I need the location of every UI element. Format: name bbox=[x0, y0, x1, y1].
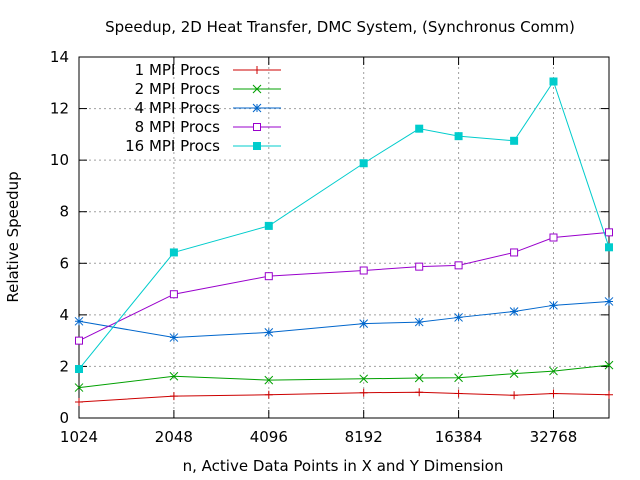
data-point bbox=[264, 328, 274, 337]
x-tick-label: 16384 bbox=[435, 428, 483, 446]
data-point bbox=[549, 233, 558, 242]
data-point bbox=[454, 132, 463, 141]
data-point bbox=[253, 142, 261, 150]
data-point bbox=[359, 159, 368, 168]
y-tick-label: 10 bbox=[50, 151, 69, 169]
data-point bbox=[454, 389, 463, 398]
series-line bbox=[78, 231, 610, 342]
series-line bbox=[78, 391, 610, 403]
data-point bbox=[415, 388, 424, 397]
legend-label: 8 MPI Procs bbox=[135, 118, 221, 136]
data-point bbox=[549, 366, 558, 376]
x-axis-label: n, Active Data Points in X and Y Dimensi… bbox=[183, 457, 504, 475]
series-line bbox=[78, 364, 610, 389]
data-point bbox=[75, 336, 83, 345]
data-point bbox=[509, 369, 519, 379]
chart-title: Speedup, 2D Heat Transfer, DMC System, (… bbox=[105, 18, 575, 36]
data-point bbox=[169, 371, 179, 381]
data-point bbox=[605, 390, 613, 399]
plot-frame bbox=[78, 56, 610, 419]
axis-ticks: 0 2 4 6 8 10 12 14 1024 2048 4096 8192 16384 32768 bbox=[50, 48, 609, 446]
data-point bbox=[549, 389, 558, 398]
data-point bbox=[169, 290, 178, 299]
x-tick-label: 8192 bbox=[345, 428, 383, 446]
series-line bbox=[78, 300, 610, 339]
legend-item: 2 MPI Procs bbox=[135, 80, 281, 98]
data-point bbox=[509, 307, 519, 316]
legend-item: 8 MPI Procs bbox=[135, 118, 281, 136]
data-point bbox=[454, 313, 463, 322]
data-point bbox=[359, 388, 368, 397]
data-point bbox=[454, 373, 463, 383]
data-point bbox=[415, 262, 424, 271]
data-point bbox=[264, 390, 273, 399]
y-tick-label: 8 bbox=[59, 203, 69, 221]
y-axis-label: Relative Speedup bbox=[4, 171, 22, 302]
data-point bbox=[415, 124, 424, 133]
data-point bbox=[510, 136, 519, 145]
legend-label: 2 MPI Procs bbox=[135, 80, 221, 98]
series-2 bbox=[74, 360, 614, 392]
data-point bbox=[169, 248, 178, 257]
x-tick-label: 2048 bbox=[155, 428, 193, 446]
legend-item: 4 MPI Procs bbox=[135, 99, 281, 117]
x-tick-label: 4096 bbox=[250, 428, 288, 446]
data-point bbox=[169, 392, 178, 401]
data-point bbox=[75, 398, 83, 407]
data-point bbox=[604, 360, 614, 370]
data-point bbox=[549, 77, 558, 86]
x-tick-label: 32768 bbox=[530, 428, 578, 446]
data-point bbox=[252, 103, 262, 113]
data-point bbox=[414, 373, 424, 383]
x-tick-label: 1024 bbox=[60, 428, 98, 446]
legend-label: 16 MPI Procs bbox=[125, 137, 220, 155]
data-point bbox=[253, 123, 261, 131]
data-point bbox=[359, 266, 368, 275]
data-point bbox=[359, 319, 369, 328]
data-point bbox=[510, 248, 519, 257]
y-tick-label: 0 bbox=[59, 409, 69, 427]
y-tick-label: 2 bbox=[59, 357, 69, 375]
data-point bbox=[604, 297, 614, 306]
legend-item: 1 MPI Procs bbox=[135, 61, 281, 79]
series-5 bbox=[75, 77, 613, 374]
data-point bbox=[75, 365, 83, 374]
data-point bbox=[414, 317, 424, 327]
legend-label: 4 MPI Procs bbox=[135, 99, 221, 117]
data-point bbox=[549, 300, 558, 310]
y-tick-label: 14 bbox=[50, 48, 69, 66]
legend-label: 1 MPI Procs bbox=[135, 61, 221, 79]
data-point bbox=[605, 243, 613, 252]
data-point bbox=[264, 375, 274, 385]
data-point bbox=[359, 374, 369, 384]
data-point bbox=[253, 66, 261, 74]
data-point bbox=[169, 333, 179, 342]
y-tick-label: 4 bbox=[59, 306, 69, 324]
y-tick-label: 6 bbox=[59, 254, 69, 272]
series-4 bbox=[75, 228, 613, 345]
data-point bbox=[605, 228, 613, 237]
data-point bbox=[264, 272, 273, 281]
y-tick-label: 12 bbox=[50, 100, 69, 118]
data-point bbox=[510, 391, 519, 400]
series-group bbox=[74, 77, 614, 407]
series-1 bbox=[75, 388, 613, 407]
data-point bbox=[454, 261, 463, 270]
data-point bbox=[74, 316, 84, 326]
data-point bbox=[264, 221, 273, 230]
legend-item: 16 MPI Procs bbox=[125, 137, 281, 155]
series-3 bbox=[74, 297, 614, 342]
data-point bbox=[74, 383, 84, 392]
data-point bbox=[252, 84, 262, 94]
